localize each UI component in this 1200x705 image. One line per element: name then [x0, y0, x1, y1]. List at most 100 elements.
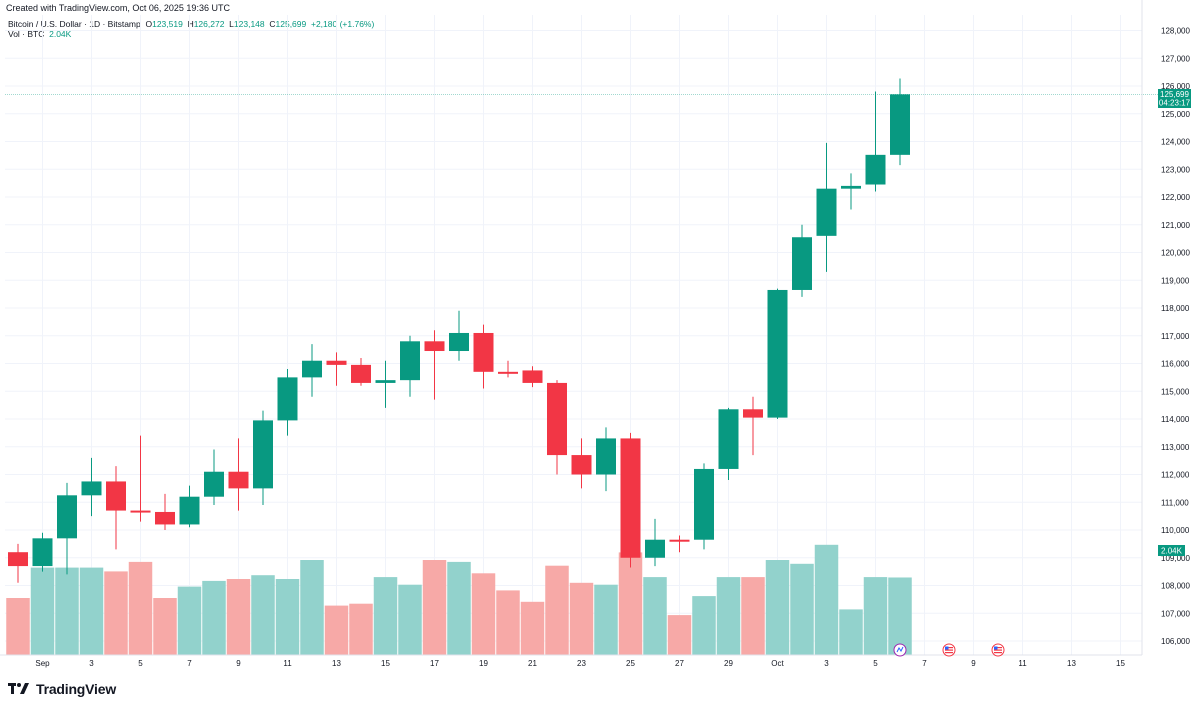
candle-body	[743, 409, 763, 418]
y-tick-label: 115,000	[1161, 387, 1190, 396]
close-label: C	[269, 19, 276, 29]
last-price-tag: 125,699 04:23:17	[1158, 89, 1191, 108]
candle	[57, 482, 77, 575]
candle	[277, 369, 298, 436]
volume-value: 2.04K	[49, 29, 72, 39]
candle-body	[498, 371, 518, 374]
tradingview-brand-text: TradingView	[36, 681, 117, 697]
volume-bar	[447, 561, 471, 655]
volume-bar	[471, 573, 496, 655]
time-axis[interactable]: Sep 3 5 7 9 11 13 15 17 19 21 23 25 27 29 Oct 3 5 7 9 11 13 15	[0, 654, 1142, 668]
candle	[326, 352, 347, 386]
candle	[375, 360, 396, 408]
volume-bar	[128, 561, 153, 655]
volume-bar	[373, 577, 398, 655]
y-tick-label: 125,000	[1161, 110, 1190, 119]
change-value: +2,180 (+1.76%)	[310, 19, 375, 29]
volume-bar	[202, 580, 226, 655]
symbol-legend: Bitcoin / U.S. Dollar · 1D · Bitstamp O1…	[8, 19, 374, 29]
us-flag-event-icon[interactable]	[991, 643, 1005, 657]
last-price-text: 125,699	[1160, 90, 1189, 99]
candle-body	[400, 341, 420, 381]
candle	[571, 438, 592, 489]
close-value: 125,699	[275, 19, 307, 29]
x-tick-label: Oct	[771, 659, 784, 668]
volume-bar	[349, 603, 373, 655]
x-tick-label: 21	[528, 659, 537, 668]
volume-legend: Vol · BTC 2.04K	[8, 29, 71, 39]
x-tick-label: 13	[332, 659, 341, 668]
x-tick-label: Sep	[35, 659, 50, 668]
candle-body	[571, 455, 592, 475]
x-tick-label: 7	[187, 659, 192, 668]
volume-bar	[324, 605, 349, 655]
created-timestamp: Created with TradingView.com, Oct 06, 20…	[6, 3, 230, 13]
y-tick-label: 106,000	[1161, 637, 1190, 646]
y-tick-label: 108,000	[1161, 582, 1190, 591]
volume-bar	[226, 579, 251, 655]
volume-label: Vol · BTC	[8, 29, 45, 39]
volume-bar	[6, 598, 30, 655]
candle	[547, 380, 567, 475]
volume-bar	[839, 609, 863, 655]
candle	[596, 427, 616, 492]
candle-body	[81, 481, 102, 496]
candle	[228, 438, 249, 511]
volume-bar	[300, 560, 324, 655]
volume-tag-text: 2.04K	[1161, 547, 1183, 556]
candle	[718, 407, 739, 481]
us-flag-event-icon[interactable]	[942, 643, 956, 657]
candle	[32, 532, 53, 572]
y-tick-label: 116,000	[1161, 360, 1190, 369]
candle	[302, 344, 322, 397]
x-tick-label: 19	[479, 659, 488, 668]
low-label: L	[229, 19, 234, 29]
candle	[179, 485, 200, 528]
tradingview-logo-icon	[8, 683, 29, 694]
countdown-text: 04:23:17	[1159, 99, 1191, 108]
candle-body	[767, 289, 788, 418]
candles	[8, 78, 910, 583]
x-tick-label: 7	[922, 659, 927, 668]
x-tick-label: 11	[1018, 659, 1027, 668]
y-tick-label: 124,000	[1161, 138, 1190, 147]
candle-body	[375, 380, 396, 383]
volume-bar	[667, 615, 692, 655]
candle	[841, 173, 861, 210]
tradingview-logo[interactable]: TradingView	[8, 681, 116, 697]
candle-body	[473, 332, 494, 372]
y-tick-label: 119,000	[1161, 276, 1190, 285]
y-tick-label: 126,000	[1161, 82, 1190, 91]
candle-body	[694, 468, 714, 540]
y-tick-label: 111,000	[1161, 498, 1189, 507]
split-event-icon[interactable]	[893, 643, 907, 657]
candle	[106, 466, 126, 550]
candle	[620, 432, 641, 568]
candle-body	[645, 539, 665, 558]
candle-body	[841, 185, 861, 189]
volume-bars	[6, 544, 912, 655]
candle-body	[8, 552, 28, 567]
y-tick-label: 118,000	[1161, 304, 1190, 313]
candle	[351, 357, 371, 386]
price-axis[interactable]: 106,000 107,000 108,000 109,000 110,000 111,0…	[1141, 0, 1190, 655]
volume-bar	[520, 601, 545, 655]
candle	[130, 435, 151, 522]
y-tick-label: 128,000	[1161, 27, 1190, 36]
grid	[5, 15, 1142, 655]
candle-body	[596, 438, 616, 475]
candle-body	[302, 360, 322, 378]
event-markers	[893, 643, 1005, 657]
candle	[204, 449, 224, 506]
volume-tag: 2.04K	[1158, 545, 1185, 556]
y-tick-label: 114,000	[1161, 415, 1190, 424]
volume-bar	[177, 586, 202, 655]
candle-body	[669, 539, 690, 542]
y-tick-label: 110,000	[1161, 526, 1190, 535]
candle-body	[792, 237, 812, 290]
candle-body	[179, 496, 200, 525]
x-tick-label: 15	[381, 659, 390, 668]
candle-body	[32, 538, 53, 567]
volume-bar	[30, 567, 55, 655]
